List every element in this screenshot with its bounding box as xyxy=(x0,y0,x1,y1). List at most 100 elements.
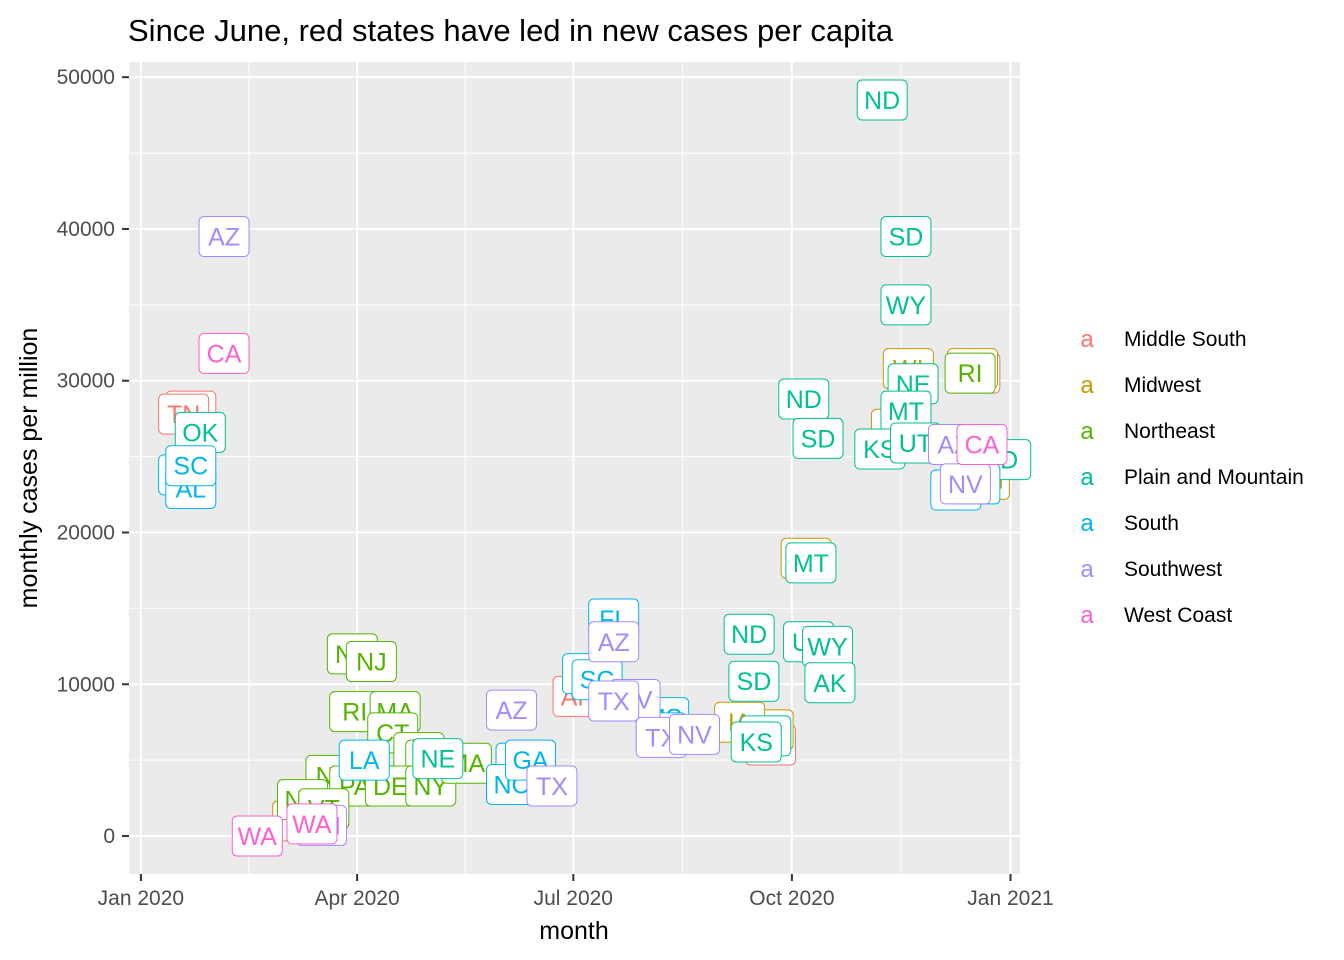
y-tick-label: 30000 xyxy=(57,370,115,393)
legend-key: a xyxy=(1080,326,1094,353)
legend-label: Middle South xyxy=(1124,328,1247,351)
point-label-text: NV xyxy=(677,721,712,749)
legend-key: a xyxy=(1080,510,1094,537)
point-label-text: SD xyxy=(889,224,924,252)
point-label-text: WY xyxy=(886,292,927,320)
point-label-box xyxy=(198,216,250,258)
point-label-text: WA xyxy=(292,811,332,839)
chart-title: Since June, red states have led in new c… xyxy=(128,13,894,48)
point-label-box xyxy=(588,621,640,663)
point-label-text: SC xyxy=(173,453,208,481)
point-label-box xyxy=(526,765,578,807)
point-label: WA xyxy=(286,803,338,845)
legend-key: a xyxy=(1080,372,1094,399)
y-tick-label: 40000 xyxy=(57,218,115,241)
point-label: TX xyxy=(526,765,578,807)
point-label-text: MT xyxy=(888,398,924,426)
point-label-box xyxy=(486,689,538,731)
point-label: SC xyxy=(165,445,217,487)
y-axis-title: monthly cases per million xyxy=(15,328,43,609)
point-label: KS xyxy=(730,721,782,763)
point-label: NE xyxy=(412,738,464,780)
point-label-text: SD xyxy=(801,425,836,453)
point-label: ND xyxy=(778,378,830,420)
point-label: CA xyxy=(198,332,250,374)
point-label-text: AZ xyxy=(496,697,528,725)
point-label-box xyxy=(785,542,837,584)
y-tick-label: 10000 xyxy=(57,673,115,696)
point-label-text: CA xyxy=(965,431,1000,459)
point-label-text: UT xyxy=(899,430,932,458)
point-label-text: AZ xyxy=(598,629,630,657)
legend-key: a xyxy=(1080,464,1094,491)
point-label-box xyxy=(345,641,397,683)
x-tick-label: Jul 2020 xyxy=(534,887,613,910)
point-label: CA xyxy=(956,423,1008,465)
point-label: AZ xyxy=(588,621,640,663)
point-label: WA xyxy=(231,815,283,857)
point-label-box xyxy=(880,216,932,258)
legend-item: a Northeast xyxy=(1080,418,1215,445)
legend-label: Midwest xyxy=(1124,374,1201,397)
point-label: AZ xyxy=(198,216,250,258)
point-label-box xyxy=(880,284,932,326)
point-label-box xyxy=(723,613,775,655)
legend-label: Southwest xyxy=(1124,558,1222,581)
point-label-box xyxy=(198,332,250,374)
point-label-text: AZ xyxy=(208,224,240,252)
point-label: MT xyxy=(785,542,837,584)
point-labels: TNTNTNARARWIIAILMNWIIAIAILILRINYNJRIMACT… xyxy=(158,79,1032,857)
legend-item: a Middle South xyxy=(1080,326,1246,353)
legend-label: Plain and Mountain xyxy=(1124,466,1304,489)
point-label-text: ND xyxy=(786,386,822,414)
legend: a Middle South a Midwest a Northeast a Plain an… xyxy=(1080,326,1303,629)
legend-item: a Southwest xyxy=(1080,556,1222,583)
point-label-box xyxy=(412,738,464,780)
point-label-text: WY xyxy=(807,633,848,661)
legend-key: a xyxy=(1080,556,1094,583)
legend-item: a Midwest xyxy=(1080,372,1201,399)
legend-label: South xyxy=(1124,512,1179,535)
point-label: MT xyxy=(880,390,932,432)
legend-item: a West Coast xyxy=(1080,602,1232,629)
point-label-box xyxy=(165,445,217,487)
point-label-text: RI xyxy=(342,699,367,727)
point-label-text: OK xyxy=(182,419,218,447)
point-label-text: NJ xyxy=(356,649,387,677)
x-tick-label: Jan 2020 xyxy=(98,887,184,910)
point-label: SD xyxy=(880,216,932,258)
point-label-text: TX xyxy=(598,688,630,716)
point-label-box xyxy=(588,680,640,722)
legend-label: West Coast xyxy=(1124,604,1232,627)
point-label: AZ xyxy=(486,689,538,731)
point-label-box xyxy=(944,352,996,394)
y-tick-label: 20000 xyxy=(57,522,115,545)
x-tick-label: Apr 2020 xyxy=(314,887,399,910)
x-tick-label: Oct 2020 xyxy=(749,887,834,910)
point-label: NV xyxy=(939,463,991,505)
axes: Jan 2020 Apr 2020 Jul 2020 Oct 2020 Jan 2021… xyxy=(57,66,1054,910)
point-label-text: SD xyxy=(737,668,772,696)
point-label: WY xyxy=(802,625,854,667)
point-label-box xyxy=(730,721,782,763)
point-label-text: ND xyxy=(731,621,767,649)
point-label: RI xyxy=(944,352,996,394)
point-label-box xyxy=(668,713,720,755)
x-tick-label: Jan 2021 xyxy=(967,887,1053,910)
legend-key: a xyxy=(1080,418,1094,445)
point-label-box xyxy=(856,79,908,121)
point-label-box xyxy=(792,417,844,459)
point-label: LA xyxy=(338,739,390,781)
point-label: NJ xyxy=(345,641,397,683)
point-label-box xyxy=(338,739,390,781)
legend-label: Northeast xyxy=(1124,420,1215,443)
point-label: SD xyxy=(728,660,780,702)
point-label-text: ND xyxy=(864,87,900,115)
point-label-box xyxy=(728,660,780,702)
point-label-box xyxy=(231,815,283,857)
point-label-box xyxy=(804,662,856,704)
legend-item: a Plain and Mountain xyxy=(1080,464,1303,491)
point-label-text: WA xyxy=(238,823,278,851)
legend-item: a South xyxy=(1080,510,1179,537)
